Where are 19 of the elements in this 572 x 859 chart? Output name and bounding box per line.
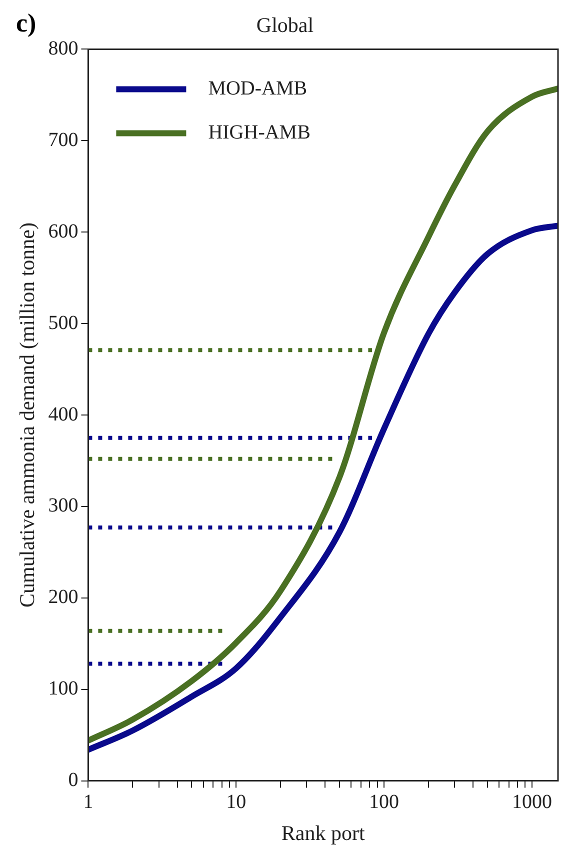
y-tick-label: 500 — [48, 312, 78, 334]
legend-label: MOD-AMB — [208, 77, 308, 100]
y-tick-label: 300 — [48, 494, 78, 517]
x-axis-title: Rank port — [281, 820, 365, 845]
x-tick-label: 1 — [83, 791, 94, 814]
y-tick-label: 700 — [48, 128, 78, 151]
text: c) — [16, 8, 36, 38]
y-tick-label: 800 — [48, 37, 78, 60]
x-tick-label: 10 — [226, 791, 246, 814]
legend-label: HIGH-AMB — [208, 121, 310, 144]
x-tick-label: 100 — [369, 791, 400, 814]
x-tick-label: 1000 — [512, 791, 552, 814]
y-tick-label: 100 — [48, 678, 78, 700]
y-axis-title: Cumulative ammonia demand (million tonne) — [15, 222, 40, 608]
y-tick-label: 600 — [48, 220, 78, 242]
y-tick-label: 0 — [68, 769, 78, 792]
y-tick-label: 200 — [48, 586, 78, 608]
chart-title: Global — [256, 13, 314, 38]
y-tick-label: 400 — [48, 403, 78, 426]
